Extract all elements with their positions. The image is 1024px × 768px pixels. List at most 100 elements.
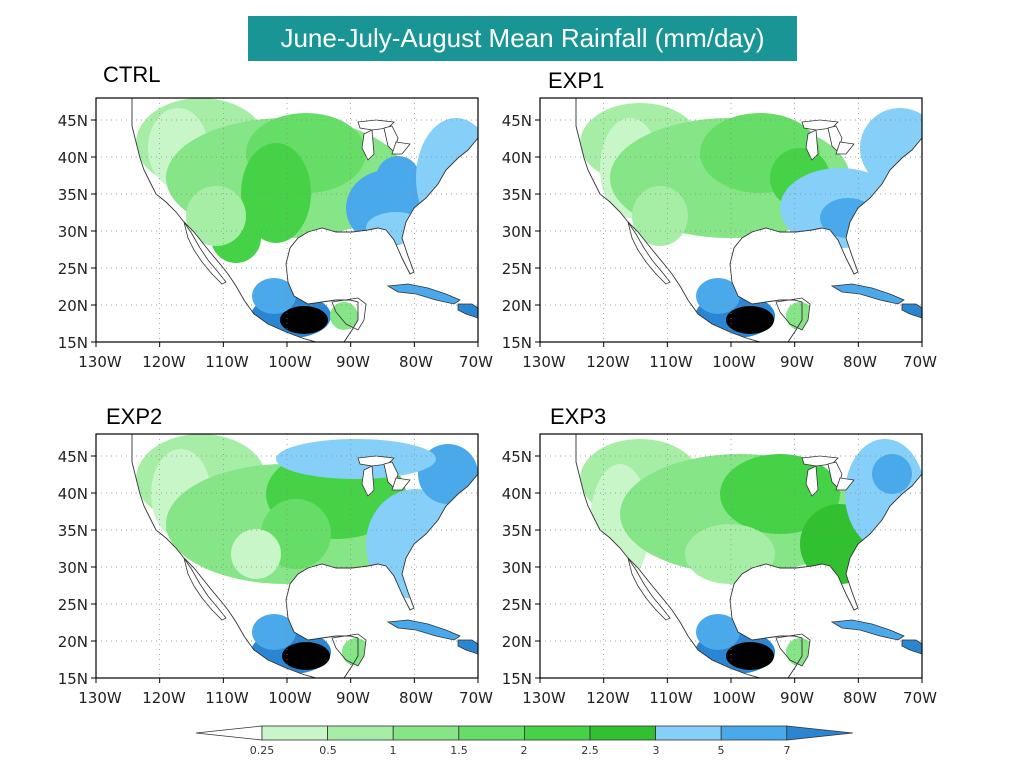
- lat-tick: 20N: [502, 633, 532, 651]
- lon-tick: 70W: [903, 689, 937, 707]
- lat-axis-exp2: 45N 40N 35N 30N 25N 20N 15N: [58, 448, 88, 688]
- rainfall-contour: [696, 614, 740, 650]
- cuba-island: [386, 283, 461, 305]
- coastline: [96, 433, 479, 679]
- lat-tick: 35N: [502, 522, 532, 540]
- colorbar-over-triangle: [786, 725, 853, 741]
- lon-axis-ctrl: 130W 120W 110W 100W 90W 80W 70W: [78, 353, 493, 371]
- baja-peninsula: [183, 557, 227, 621]
- lon-tick: 100W: [712, 353, 756, 371]
- lat-tick: 30N: [502, 223, 532, 241]
- lon-tick: 120W: [586, 353, 630, 371]
- panel-label-exp2: EXP2: [106, 404, 163, 429]
- graticule: [540, 434, 922, 678]
- colorbar-under-triangle: [195, 725, 263, 741]
- lon-tick: 130W: [522, 353, 566, 371]
- colorbar-swatch: [392, 725, 460, 741]
- lat-tick: 45N: [58, 448, 88, 466]
- lat-tick: 25N: [58, 260, 88, 278]
- lat-tick: 30N: [58, 223, 88, 241]
- lon-tick: 130W: [78, 689, 122, 707]
- lat-tick: 15N: [58, 334, 88, 352]
- coastline: [96, 97, 479, 343]
- rainfall-contour: [276, 439, 436, 479]
- colorbar-label: 0.5: [319, 744, 337, 757]
- map-exp1: 45N 40N 35N 30N 25N 20N 15N 130W 120W 11…: [502, 97, 937, 371]
- axis-ticks: [91, 119, 479, 347]
- lon-tick: 120W: [142, 353, 186, 371]
- colorbar-swatch: [458, 725, 525, 741]
- lon-tick: 100W: [712, 689, 756, 707]
- panel-label-exp3: EXP3: [550, 404, 607, 429]
- lat-tick: 40N: [58, 149, 88, 167]
- map-exp3: 45N 40N 35N 30N 25N 20N 15N 130W 120W 11…: [502, 433, 937, 707]
- lon-tick: 100W: [268, 353, 312, 371]
- colorbar: 0.25 0.5 1 1.5 2 2.5 3 5 7: [195, 725, 853, 757]
- great-lake: [835, 477, 855, 491]
- lat-tick: 35N: [58, 522, 88, 540]
- chart-title: June-July-August Mean Rainfall (mm/day): [248, 16, 797, 61]
- colorbar-label: 7: [784, 744, 791, 757]
- lon-tick: 80W: [843, 689, 877, 707]
- rainfall-contour: [252, 614, 296, 650]
- colorbar-label: 2: [521, 744, 528, 757]
- colorbar-label: 3: [653, 744, 660, 757]
- graticule: [96, 98, 478, 342]
- lat-tick: 20N: [58, 297, 88, 315]
- lat-tick: 25N: [502, 260, 532, 278]
- rainfall-contour: [696, 278, 740, 314]
- baja-peninsula: [627, 221, 671, 285]
- lat-tick: 40N: [58, 485, 88, 503]
- coastline: [540, 97, 923, 343]
- lon-tick: 90W: [780, 353, 814, 371]
- great-lake: [391, 477, 411, 491]
- lat-axis-ctrl: 45N 40N 35N 30N 25N 20N 15N: [58, 112, 88, 352]
- rainfall-contour: [241, 143, 311, 243]
- lat-tick: 45N: [58, 112, 88, 130]
- rainfall-contour: [726, 306, 774, 334]
- axis-ticks: [91, 455, 479, 683]
- colorbar-label: 2.5: [581, 744, 599, 757]
- axis-ticks: [535, 119, 923, 347]
- lat-tick: 45N: [502, 112, 532, 130]
- cuba-island: [830, 283, 905, 305]
- cuba-island: [386, 619, 461, 641]
- rainfall-contour: [872, 454, 912, 494]
- cuba-island: [830, 619, 905, 641]
- great-lake: [835, 141, 855, 155]
- colorbar-swatch: [720, 725, 788, 741]
- lat-tick: 30N: [58, 559, 88, 577]
- lat-tick: 35N: [502, 186, 532, 204]
- lon-tick: 90W: [336, 353, 370, 371]
- lon-tick: 80W: [843, 353, 877, 371]
- colorbar-swatch: [327, 725, 394, 741]
- lon-tick: 110W: [205, 689, 249, 707]
- colorbar-labels: 0.25 0.5 1 1.5 2 2.5 3 5 7: [250, 744, 791, 757]
- rainfall-contour: [280, 306, 328, 334]
- lon-tick: 130W: [78, 353, 122, 371]
- lon-axis-exp2: 130W 120W 110W 100W 90W 80W 70W: [78, 689, 493, 707]
- great-lake: [391, 141, 411, 155]
- lat-axis-exp3: 45N 40N 35N 30N 25N 20N 15N: [502, 448, 532, 688]
- lat-tick: 20N: [502, 297, 532, 315]
- lat-tick: 25N: [502, 596, 532, 614]
- lon-tick: 110W: [649, 689, 693, 707]
- lon-tick: 70W: [903, 353, 937, 371]
- panel-label-ctrl: CTRL: [103, 62, 161, 87]
- coastline: [540, 433, 923, 679]
- map-ctrl: 45N 40N 35N 30N 25N 20N 15N 130W 120W 11…: [58, 97, 493, 371]
- colorbar-swatch: [261, 725, 328, 741]
- lon-tick: 80W: [399, 353, 433, 371]
- colorbar-label: 5: [718, 744, 725, 757]
- colorbar-swatch: [655, 725, 722, 741]
- baja-peninsula: [627, 557, 671, 621]
- lat-tick: 35N: [58, 186, 88, 204]
- lat-tick: 30N: [502, 559, 532, 577]
- lon-axis-exp3: 130W 120W 110W 100W 90W 80W 70W: [522, 689, 937, 707]
- yucatan-coast: [331, 297, 367, 331]
- yucatan-coast: [331, 633, 367, 667]
- rainfall-contour: [376, 156, 420, 200]
- lat-axis-exp1: 45N 40N 35N 30N 25N 20N 15N: [502, 112, 532, 352]
- lat-tick: 20N: [58, 633, 88, 651]
- lat-tick: 45N: [502, 448, 532, 466]
